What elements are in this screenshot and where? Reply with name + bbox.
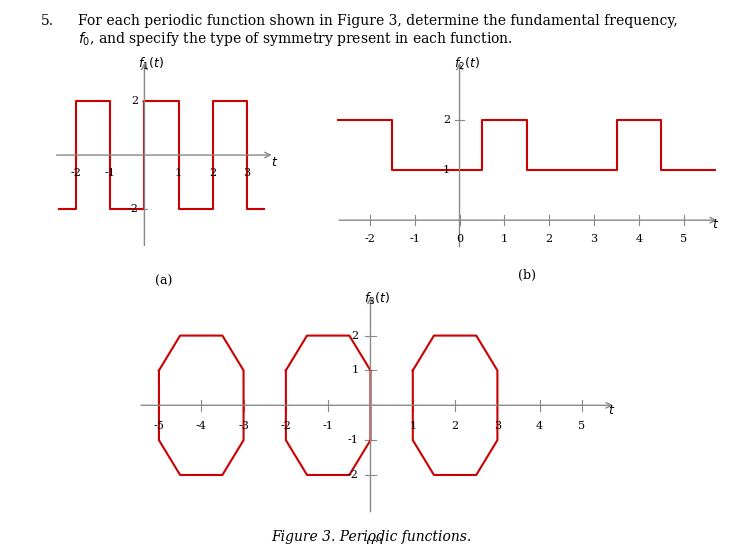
Text: -1: -1 — [410, 233, 420, 244]
Text: -2: -2 — [70, 168, 82, 178]
Text: (b): (b) — [518, 269, 536, 282]
Text: 5.: 5. — [41, 14, 54, 28]
Text: -2: -2 — [128, 205, 139, 214]
Text: 1: 1 — [501, 233, 508, 244]
Text: 1: 1 — [351, 366, 358, 375]
Text: 5: 5 — [680, 233, 687, 244]
Text: 4: 4 — [536, 421, 543, 431]
Text: -1: -1 — [105, 168, 116, 178]
Text: 3: 3 — [243, 168, 251, 178]
Text: 2: 2 — [209, 168, 217, 178]
Text: 1: 1 — [410, 421, 416, 431]
Text: 2: 2 — [452, 421, 459, 431]
Text: $f_0$, and specify the type of symmetry present in each function.: $f_0$, and specify the type of symmetry … — [78, 30, 513, 48]
Text: -4: -4 — [196, 421, 207, 431]
Text: 1: 1 — [175, 168, 183, 178]
Text: $f_2(t)$: $f_2(t)$ — [454, 56, 480, 72]
Text: $t$: $t$ — [712, 218, 719, 231]
Text: For each periodic function shown in Figure 3, determine the fundamental frequenc: For each periodic function shown in Figu… — [78, 14, 677, 28]
Text: $t$: $t$ — [271, 157, 278, 170]
Text: -3: -3 — [238, 421, 249, 431]
Text: 2: 2 — [443, 115, 450, 125]
Text: Figure 3. Periodic functions.: Figure 3. Periodic functions. — [271, 530, 471, 544]
Text: (c): (c) — [367, 538, 383, 544]
Text: -2: -2 — [280, 421, 292, 431]
Text: -1: -1 — [347, 435, 358, 445]
Text: 3: 3 — [591, 233, 597, 244]
Text: 1: 1 — [443, 165, 450, 175]
Text: 2: 2 — [545, 233, 553, 244]
Text: 4: 4 — [635, 233, 643, 244]
Text: 3: 3 — [494, 421, 501, 431]
Text: 0: 0 — [456, 233, 463, 244]
Text: 2: 2 — [132, 96, 139, 106]
Text: -1: -1 — [323, 421, 334, 431]
Text: -2: -2 — [364, 233, 375, 244]
Text: 2: 2 — [351, 331, 358, 341]
Text: -2: -2 — [347, 470, 358, 480]
Text: $t$: $t$ — [608, 404, 616, 417]
Text: $f_3(t)$: $f_3(t)$ — [364, 290, 390, 307]
Text: -5: -5 — [154, 421, 165, 431]
Text: (a): (a) — [154, 275, 172, 288]
Text: $f_1(t)$: $f_1(t)$ — [138, 55, 164, 72]
Text: 5: 5 — [579, 421, 585, 431]
